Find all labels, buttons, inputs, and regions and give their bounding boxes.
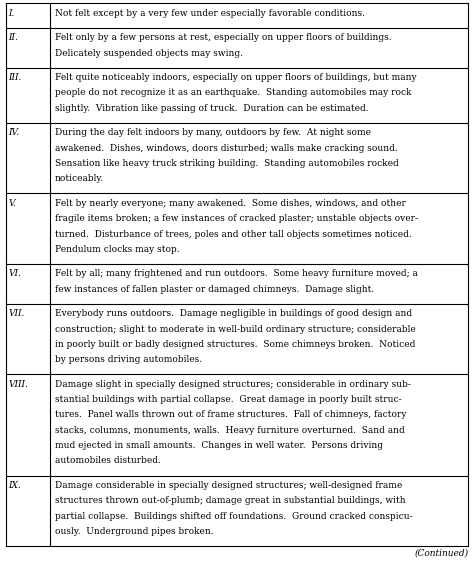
Text: IV.: IV. <box>8 128 19 137</box>
Text: partial collapse.  Buildings shifted off foundations.  Ground cracked conspicu-: partial collapse. Buildings shifted off … <box>55 511 412 520</box>
Text: by persons driving automobiles.: by persons driving automobiles. <box>55 355 201 364</box>
Text: construction; slight to moderate in well-build ordinary structure; considerable: construction; slight to moderate in well… <box>55 324 415 333</box>
Text: Felt quite noticeably indoors, especially on upper floors of buildings, but many: Felt quite noticeably indoors, especiall… <box>55 73 416 82</box>
Text: IX.: IX. <box>8 481 21 490</box>
Text: Everybody runs outdoors.  Damage negligible in buildings of good design and: Everybody runs outdoors. Damage negligib… <box>55 310 411 318</box>
Text: Damage slight in specially designed structures; considerable in ordinary sub-: Damage slight in specially designed stru… <box>55 380 410 389</box>
Text: in poorly built or badly designed structures.  Some chimneys broken.  Noticed: in poorly built or badly designed struct… <box>55 340 415 349</box>
Text: VII.: VII. <box>8 310 25 318</box>
Text: structures thrown out-of-plumb; damage great in substantial buildings, with: structures thrown out-of-plumb; damage g… <box>55 496 405 505</box>
Text: fragile items broken; a few instances of cracked plaster; unstable objects over-: fragile items broken; a few instances of… <box>55 214 418 223</box>
Text: turned.  Disturbance of trees, poles and other tall objects sometimes noticed.: turned. Disturbance of trees, poles and … <box>55 230 411 238</box>
Text: ously.  Underground pipes broken.: ously. Underground pipes broken. <box>55 527 213 536</box>
Text: (Continued): (Continued) <box>414 549 468 558</box>
Text: Felt by nearly everyone; many awakened.  Some dishes, windows, and other: Felt by nearly everyone; many awakened. … <box>55 199 405 208</box>
Text: Damage considerable in specially designed structures; well-designed frame: Damage considerable in specially designe… <box>55 481 402 490</box>
Text: VI.: VI. <box>8 270 21 278</box>
Text: II.: II. <box>8 33 18 42</box>
Text: noticeably.: noticeably. <box>55 174 104 184</box>
Text: automobiles disturbed.: automobiles disturbed. <box>55 457 160 465</box>
Text: Delicately suspended objects may swing.: Delicately suspended objects may swing. <box>55 48 243 58</box>
Text: stacks, columns, monuments, walls.  Heavy furniture overturned.  Sand and: stacks, columns, monuments, walls. Heavy… <box>55 426 404 435</box>
Text: stantial buildings with partial collapse.  Great damage in poorly built struc-: stantial buildings with partial collapse… <box>55 395 401 404</box>
Text: I.: I. <box>8 9 14 18</box>
Text: Felt only by a few persons at rest, especially on upper floors of buildings.: Felt only by a few persons at rest, espe… <box>55 33 391 42</box>
Text: VIII.: VIII. <box>8 380 28 389</box>
Text: mud ejected in small amounts.  Changes in well water.  Persons driving: mud ejected in small amounts. Changes in… <box>55 441 383 450</box>
Text: tures.  Panel walls thrown out of frame structures.  Fall of chimneys, factory: tures. Panel walls thrown out of frame s… <box>55 410 406 420</box>
Text: people do not recognize it as an earthquake.  Standing automobiles may rock: people do not recognize it as an earthqu… <box>55 88 411 97</box>
Text: Felt by all; many frightened and run outdoors.  Some heavy furniture moved; a: Felt by all; many frightened and run out… <box>55 270 418 278</box>
Text: slightly.  Vibration like passing of truck.  Duration can be estimated.: slightly. Vibration like passing of truc… <box>55 104 368 113</box>
Text: III.: III. <box>8 73 21 82</box>
Text: Not felt except by a very few under especially favorable conditions.: Not felt except by a very few under espe… <box>55 9 365 18</box>
Text: During the day felt indoors by many, outdoors by few.  At night some: During the day felt indoors by many, out… <box>55 128 371 137</box>
Text: Pendulum clocks may stop.: Pendulum clocks may stop. <box>55 245 179 254</box>
Text: Sensation like heavy truck striking building.  Standing automobiles rocked: Sensation like heavy truck striking buil… <box>55 159 398 168</box>
Text: few instances of fallen plaster or damaged chimneys.  Damage slight.: few instances of fallen plaster or damag… <box>55 284 374 294</box>
Text: V.: V. <box>8 199 16 208</box>
Text: awakened.  Dishes, windows, doors disturbed; walls make cracking sound.: awakened. Dishes, windows, doors disturb… <box>55 144 397 153</box>
